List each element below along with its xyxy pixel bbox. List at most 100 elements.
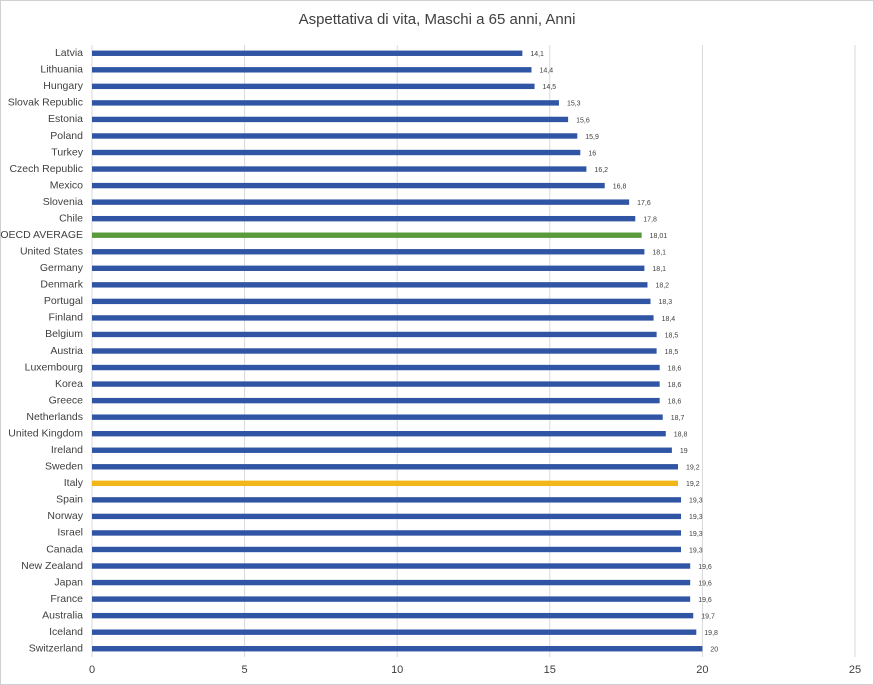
value-label: 19,3 <box>689 514 703 521</box>
bar <box>92 414 663 420</box>
value-label: 19,3 <box>689 498 703 505</box>
value-label: 16 <box>588 150 596 157</box>
y-tick-label: Latvia <box>55 47 83 59</box>
x-tick-label: 20 <box>696 664 708 676</box>
y-tick-label: Portugal <box>44 295 83 307</box>
value-label: 19 <box>680 448 688 455</box>
value-label: 18,3 <box>659 299 673 306</box>
y-tick-label: New Zealand <box>21 560 83 572</box>
y-tick-label: Switzerland <box>29 643 83 655</box>
y-tick-label: Canada <box>46 543 83 555</box>
x-tick-label: 0 <box>89 664 95 676</box>
bar <box>92 100 559 106</box>
bar <box>92 612 694 619</box>
value-label: 19,2 <box>686 465 700 472</box>
bar <box>92 480 678 487</box>
y-tick-label: Korea <box>55 378 83 390</box>
bar <box>92 348 657 354</box>
y-tick-label: Ireland <box>51 444 83 456</box>
y-tick-label: Czech Republic <box>9 163 83 175</box>
bar <box>92 646 703 652</box>
y-tick-label: Estonia <box>48 113 83 125</box>
y-tick-label: Mexico <box>50 179 83 191</box>
value-label: 18,4 <box>662 316 676 323</box>
y-tick-label: Finland <box>49 312 84 324</box>
y-tick-label: Slovenia <box>43 196 83 208</box>
y-tick-label: Chile <box>59 212 83 224</box>
bar <box>92 596 691 602</box>
value-label: 15,6 <box>576 117 590 124</box>
value-label: 18,2 <box>655 283 669 290</box>
value-label: 18,1 <box>652 250 666 257</box>
bar <box>92 513 682 520</box>
x-tick-label: 10 <box>391 664 403 676</box>
y-tick-label: Spain <box>56 494 83 506</box>
bar <box>92 381 660 387</box>
y-tick-label: OECD AVERAGE <box>0 229 83 241</box>
y-tick-label: Israel <box>57 527 83 539</box>
value-label: 19,8 <box>704 630 718 637</box>
bar <box>92 149 581 156</box>
bar <box>92 579 691 586</box>
bar <box>92 546 682 553</box>
y-tick-label: Italy <box>64 477 84 489</box>
value-label: 18,6 <box>668 398 682 405</box>
y-tick-label: Slovak Republic <box>8 97 83 109</box>
bar <box>92 315 654 321</box>
bar <box>92 67 532 73</box>
value-label: 20 <box>710 647 718 654</box>
y-tick-label: Austria <box>50 345 83 357</box>
y-tick-label: Luxembourg <box>25 361 84 373</box>
value-label: 18,6 <box>668 365 682 372</box>
value-label: 19,6 <box>698 597 712 604</box>
bar <box>92 447 672 453</box>
bar <box>92 497 682 503</box>
bar <box>92 431 666 437</box>
value-label: 17,6 <box>637 200 651 207</box>
value-label: 18,5 <box>665 349 679 356</box>
bar <box>92 563 691 569</box>
bar <box>92 629 697 635</box>
value-label: 18,8 <box>674 432 688 439</box>
x-tick-label: 25 <box>849 664 861 676</box>
bar <box>92 232 642 238</box>
bar <box>92 331 657 338</box>
bar <box>92 182 605 189</box>
bar <box>92 50 523 56</box>
y-tick-label: Sweden <box>45 461 83 473</box>
y-tick-label: Hungary <box>43 80 83 92</box>
y-tick-label: Germany <box>40 262 84 274</box>
x-tick-label: 5 <box>242 664 248 676</box>
y-tick-label: Iceland <box>49 626 83 638</box>
bar <box>92 298 651 305</box>
value-label: 15,3 <box>567 101 581 108</box>
x-tick-label: 15 <box>544 664 556 676</box>
value-label: 14,5 <box>543 84 557 91</box>
y-tick-label: Japan <box>54 576 83 588</box>
value-label: 15,9 <box>585 134 599 141</box>
value-label: 19,6 <box>698 564 712 571</box>
value-label: 19,7 <box>701 613 715 620</box>
bar <box>92 166 587 172</box>
bar <box>92 215 636 222</box>
y-tick-label: Turkey <box>51 146 83 158</box>
y-tick-label: Poland <box>50 130 83 142</box>
value-label: 18,7 <box>671 415 685 422</box>
y-tick-label: United States <box>20 246 83 258</box>
y-tick-label: France <box>50 593 83 605</box>
bar <box>92 133 578 139</box>
bar <box>92 282 648 288</box>
value-label: 14,4 <box>539 68 553 75</box>
bar <box>92 464 678 470</box>
value-label: 17,8 <box>643 217 657 224</box>
y-tick-label: Netherlands <box>26 411 83 423</box>
value-label: 18,5 <box>665 332 679 339</box>
value-label: 16,2 <box>594 167 608 174</box>
value-label: 19,6 <box>698 580 712 587</box>
y-tick-label: Australia <box>42 609 83 621</box>
bar <box>92 397 660 404</box>
y-tick-label: Greece <box>49 394 84 406</box>
value-label: 14,1 <box>530 51 544 58</box>
value-label: 18,1 <box>652 266 666 273</box>
